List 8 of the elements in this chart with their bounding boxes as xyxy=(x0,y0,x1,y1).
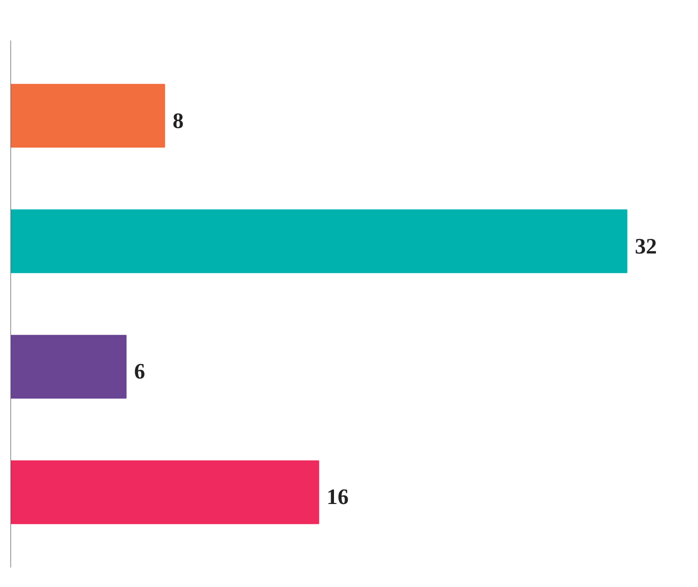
bar xyxy=(10,460,320,524)
data-label: 32 xyxy=(634,233,657,258)
bar xyxy=(10,209,628,274)
bar xyxy=(10,334,127,399)
data-label: 6 xyxy=(134,358,146,384)
data-label: 8 xyxy=(172,108,184,133)
bar xyxy=(10,84,166,148)
data-label: 16 xyxy=(326,484,349,510)
